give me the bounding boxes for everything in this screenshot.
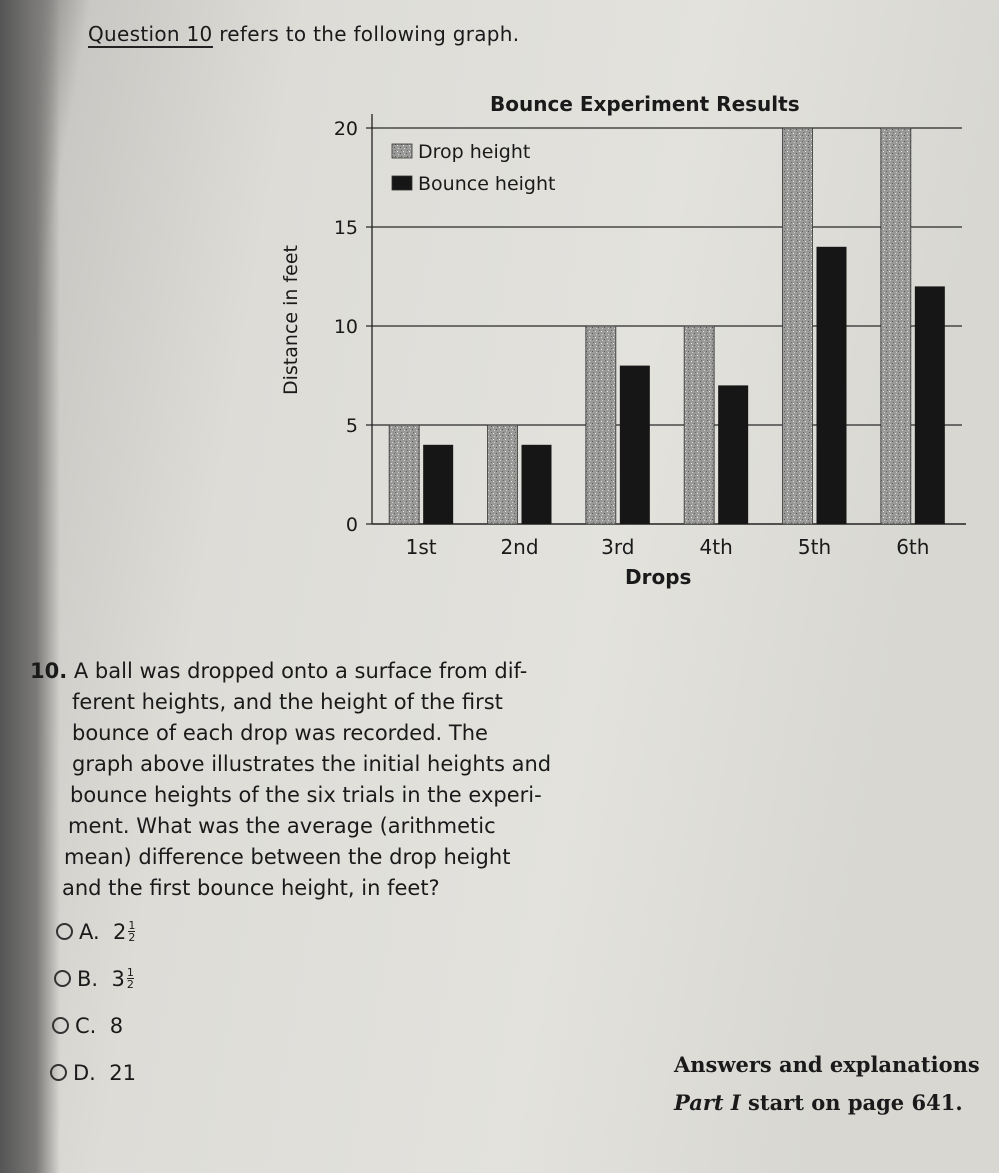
bounce-height-bar (816, 246, 847, 525)
answers-note-part: Part I (674, 1090, 741, 1115)
choice-c[interactable]: C. 8 (52, 1002, 136, 1049)
bounce-height-bar (914, 286, 945, 524)
drop-height-bar (880, 127, 912, 525)
y-axis-label: Distance in feet (280, 245, 302, 395)
question-number: 10. (30, 659, 68, 683)
x-tick-label: 2nd (500, 535, 538, 559)
question-line-1: 10. A ball was dropped onto a surface fr… (30, 659, 528, 683)
y-tick-label: 15 (334, 217, 358, 239)
question-line-3: bounce of each drop was recorded. The (72, 721, 488, 745)
choice-a-whole: 2 (113, 919, 127, 944)
page-shadow-edge (0, 0, 60, 1173)
x-tick-label: 3rd (601, 535, 634, 559)
x-tick-label: 5th (798, 535, 831, 559)
bounce-height-bar (423, 444, 454, 524)
question-intro-text: refers to the following graph. (212, 22, 520, 46)
choice-b-whole: 3 (111, 966, 125, 991)
x-tick-label: 6th (896, 535, 929, 559)
radio-icon[interactable] (56, 923, 73, 940)
x-axis-label: Drops (625, 565, 692, 589)
y-tick-label: 20 (334, 118, 358, 140)
drop-height-bar (388, 424, 420, 525)
choice-d[interactable]: D. 21 (50, 1049, 136, 1096)
choice-b-letter: B. (77, 966, 99, 991)
bounce-height-bar (619, 365, 650, 524)
choice-a-letter: A. (79, 919, 100, 944)
question-intro: Question 10 refers to the following grap… (88, 22, 519, 48)
drop-height-bar (683, 325, 715, 525)
question-line-7: mean) difference between the drop height (64, 845, 511, 869)
answers-note: Answers and explanations Part I start on… (674, 1046, 980, 1122)
drop-height-bar (782, 127, 813, 525)
y-tick-label: 5 (346, 415, 358, 437)
question-line-6: ment. What was the average (arithmetic (68, 814, 496, 838)
answers-note-line-2: Part I start on page 641. (674, 1084, 980, 1122)
x-tick-label: 1st (406, 535, 437, 559)
legend-label-bounce: Bounce height (418, 173, 555, 195)
radio-icon[interactable] (54, 970, 71, 987)
answers-note-line-1: Answers and explanations (674, 1052, 980, 1077)
bar-chart: 0 5 10 15 20 1st 2nd 3rd 4th 5th 6th Drop height Bou… (334, 114, 966, 559)
legend-label-drop: Drop height (418, 141, 530, 163)
bounce-height-bar (718, 385, 749, 524)
question-line-2: ferent heights, and the height of the fi… (72, 690, 503, 714)
radio-icon[interactable] (52, 1017, 69, 1034)
chart-title: Bounce Experiment Results (490, 92, 800, 116)
question-text: 10. A ball was dropped onto a surface fr… (30, 656, 551, 904)
choice-c-letter: C. (75, 1013, 97, 1038)
legend-swatch-bounce (391, 175, 413, 191)
choice-c-value: 8 (109, 1013, 124, 1038)
radio-icon[interactable] (50, 1064, 67, 1081)
question-reference: Question 10 (88, 22, 213, 48)
question-line-4: graph above illustrates the initial heig… (72, 752, 552, 776)
bounce-height-bar (521, 444, 552, 524)
choice-d-letter: D. (73, 1060, 96, 1085)
y-tick-label: 10 (334, 316, 358, 338)
choice-d-value: 21 (109, 1060, 136, 1085)
question-line-5: bounce heights of the six trials in the … (70, 783, 542, 807)
drop-height-bar (585, 325, 617, 525)
drop-height-bar (487, 424, 518, 525)
answers-note-rest: start on page 641. (740, 1090, 963, 1115)
x-tick-label: 4th (700, 535, 733, 559)
question-line-8: and the first bounce height, in feet? (62, 876, 440, 900)
legend-swatch-drop (391, 143, 413, 159)
y-tick-label: 0 (346, 514, 358, 536)
